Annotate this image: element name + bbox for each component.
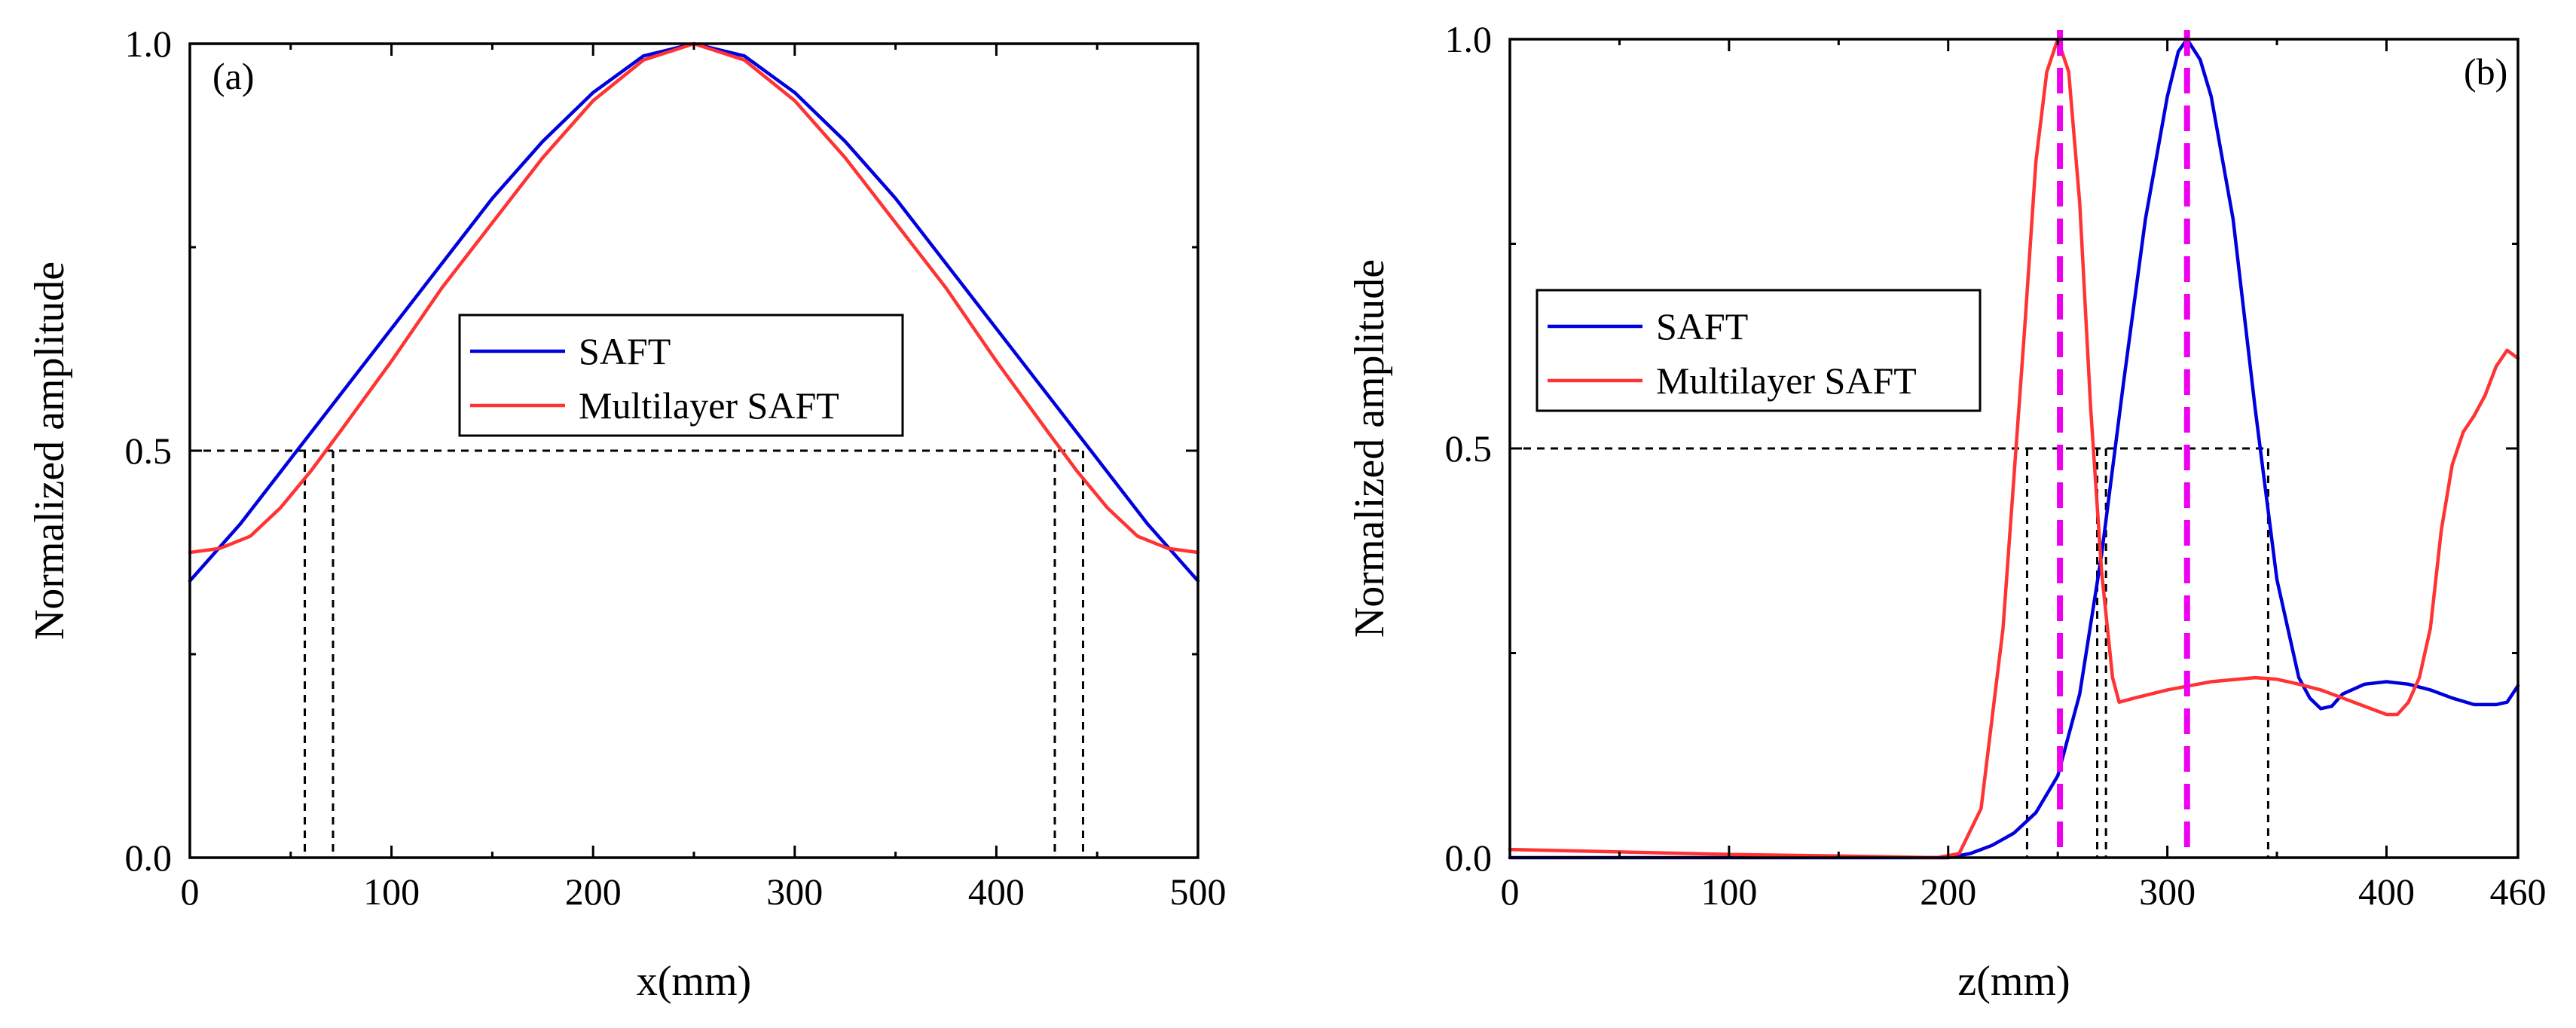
panel-a-ytick-label-2: 1.0 xyxy=(125,23,173,65)
panel-b-panel-label: (b) xyxy=(2464,50,2507,93)
panel-b-legend-box xyxy=(1536,289,1982,412)
panel-b-ytick-label-2: 1.0 xyxy=(1445,18,1493,60)
panel-b-ytick-label-0: 0.0 xyxy=(1445,837,1493,879)
panel-a-xtick-label-4: 400 xyxy=(968,870,1025,913)
panel-a-legend-label-multilayer-saft: Multilayer SAFT xyxy=(579,384,839,427)
panel-a-panel-label: (a) xyxy=(212,55,255,97)
panel-a-legend-box xyxy=(458,314,904,437)
panel-b-xtick-label-1: 100 xyxy=(1701,870,1757,913)
panel-b-xtick-label-4: 400 xyxy=(2358,870,2415,913)
panel-b-xtick-label-0: 0 xyxy=(1501,870,1520,913)
panel-a-x-axis-title: x(mm) xyxy=(637,958,751,1005)
panel-b-x-axis-title: z(mm) xyxy=(1957,958,2070,1005)
panel-a-xtick-label-0: 0 xyxy=(181,870,200,913)
panel-b-xtick-label-5: 460 xyxy=(2490,870,2547,913)
panel-b-chart: 0 100 200 300 400 460 0.0 0.5 1.0 z(mm) Normalized… xyxy=(1346,18,2547,1005)
panel-a-ytick-label-1: 0.5 xyxy=(125,430,173,472)
panel-a-chart: 0 100 200 300 400 500 0.0 0.5 1.0 x(mm) Normalized… xyxy=(26,23,1227,1005)
panel-a-xtick-label-3: 300 xyxy=(766,870,823,913)
panel-a-y-axis-title: Normalized amplitude xyxy=(26,262,73,640)
panel-b-y-axis-title: Normalized amplitude xyxy=(1346,259,1393,638)
panel-b-ytick-label-1: 0.5 xyxy=(1445,427,1493,470)
panel-b-series-line-saft xyxy=(1508,37,2520,860)
panel-a-ytick-label-0: 0.0 xyxy=(125,837,173,879)
panel-b-xtick-label-3: 300 xyxy=(2139,870,2196,913)
panel-b-legend-label-saft: SAFT xyxy=(1656,305,1748,347)
panel-a-legend-label-saft: SAFT xyxy=(579,330,671,372)
panel-a-xtick-label-5: 500 xyxy=(1170,870,1227,913)
panel-a-xtick-label-2: 200 xyxy=(565,870,622,913)
panel-b-legend-label-multilayer-saft: Multilayer SAFT xyxy=(1656,359,1917,402)
panel-b-xtick-label-2: 200 xyxy=(1920,870,1976,913)
panel-a-xtick-label-1: 100 xyxy=(363,870,420,913)
